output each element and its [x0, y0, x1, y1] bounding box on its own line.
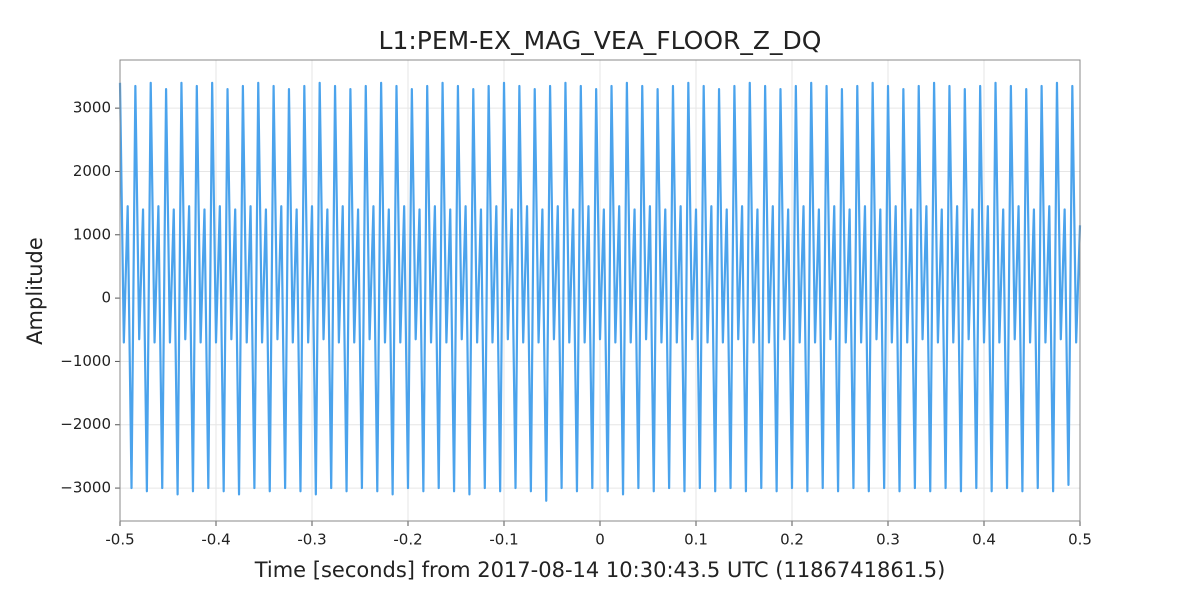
- y-tick-label: −1000: [60, 352, 111, 370]
- y-tick-label: 1000: [73, 225, 111, 243]
- x-tick-label: 0.5: [1068, 531, 1092, 549]
- x-tick-label: 0.3: [876, 531, 900, 549]
- line-series: [118, 81, 1082, 502]
- y-tick-label: −3000: [60, 479, 111, 497]
- y-tick-label: 0: [101, 289, 111, 307]
- x-tick-label: -0.5: [105, 531, 134, 549]
- y-tick-label: 3000: [73, 99, 111, 117]
- plot-frame: [119, 59, 1081, 522]
- x-tick-label: -0.2: [393, 531, 422, 549]
- x-axis-label: Time [seconds] from 2017-08-14 10:30:43.…: [254, 558, 946, 582]
- x-tick-label: 0: [595, 531, 605, 549]
- x-tick-label: -0.4: [201, 531, 230, 549]
- y-tick-label: −2000: [60, 415, 111, 433]
- x-tick-label: 0.2: [780, 531, 804, 549]
- x-tick-label: -0.3: [297, 531, 326, 549]
- x-tick-label: 0.4: [972, 531, 996, 549]
- chart-title: L1:PEM-EX_MAG_VEA_FLOOR_Z_DQ: [379, 26, 822, 55]
- y-tick-label: 2000: [73, 162, 111, 180]
- x-tick-label: -0.1: [489, 531, 518, 549]
- x-tick-label: 0.1: [684, 531, 708, 549]
- y-axis-label: Amplitude: [23, 237, 47, 345]
